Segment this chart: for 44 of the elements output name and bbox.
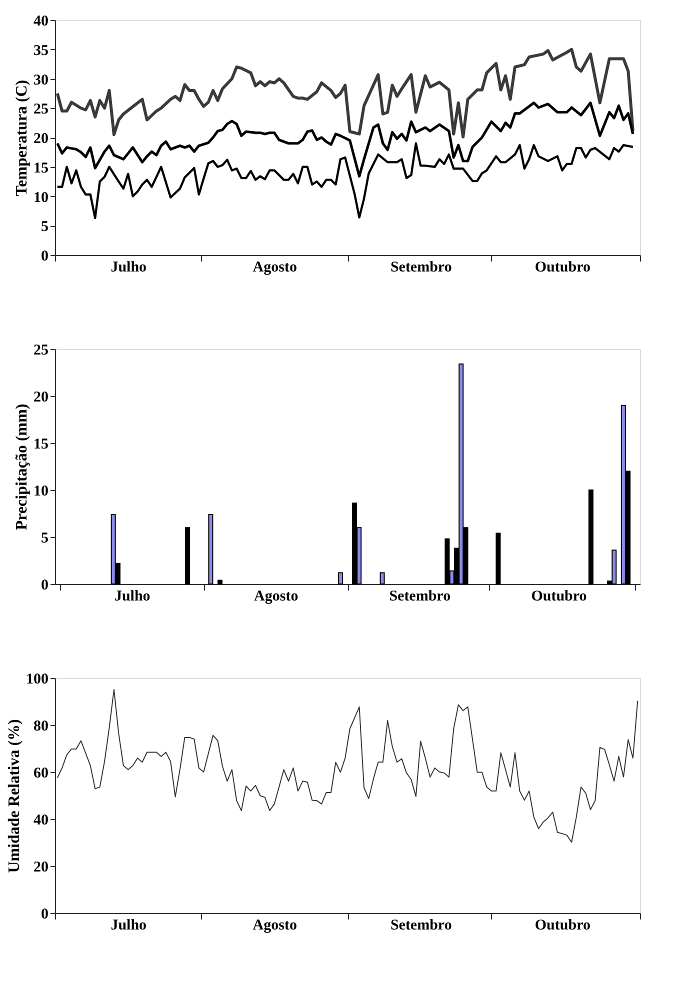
y-tick-label: 15 (34, 436, 48, 452)
y-tick-label: 40 (34, 14, 48, 30)
bar (496, 532, 501, 584)
x-tick-label: Agosto (252, 918, 297, 934)
x-tick-label: Julho (110, 918, 147, 934)
x-tick-label: Outubro (534, 918, 590, 934)
bar (444, 538, 450, 584)
y-tick-label: 80 (34, 718, 48, 734)
y-tick-label: 35 (34, 42, 48, 59)
y-tick-label: 15 (34, 160, 48, 176)
x-tick-label: Agosto (252, 260, 297, 276)
y-tick-label: 10 (34, 484, 48, 500)
x-tick-label: Setembro (390, 260, 452, 276)
y-tick-label: 20 (34, 390, 48, 406)
x-tick-label: Outubro (534, 260, 590, 276)
y-tick-label: 0 (41, 906, 48, 922)
y-axis-title: Umidade Relativa (%) (6, 719, 23, 873)
y-tick-label: 0 (41, 248, 48, 264)
y-tick-label: 5 (41, 219, 48, 236)
y-tick-label: 100 (26, 672, 48, 688)
y-tick-label: 25 (34, 342, 48, 358)
y-tick-label: 20 (34, 131, 48, 147)
y-tick-label: 10 (34, 190, 48, 206)
bar (338, 572, 344, 584)
y-axis-title: Temperatura (C) (14, 80, 30, 196)
y-tick-label: 0 (41, 578, 48, 594)
y-tick-label: 40 (34, 812, 48, 828)
y-tick-label: 60 (34, 766, 48, 782)
x-tick-label: Julho (110, 260, 147, 276)
bar (380, 572, 385, 584)
bar (208, 514, 214, 584)
x-tick-label: Outubro (531, 588, 587, 604)
x-tick-label: Agosto (254, 588, 298, 604)
x-tick-label: Setembro (390, 918, 452, 934)
bar (217, 580, 222, 584)
y-tick-label: 5 (41, 530, 48, 546)
bar (588, 490, 594, 584)
x-tick-label: Setembro (389, 588, 451, 604)
y-tick-label: 20 (34, 860, 48, 876)
bar (185, 527, 190, 584)
y-tick-label: 30 (34, 72, 48, 88)
y-axis-title: Precipitação (mm) (14, 404, 30, 530)
y-tick-label: 25 (34, 102, 48, 118)
x-tick-label: Julho (114, 588, 150, 604)
